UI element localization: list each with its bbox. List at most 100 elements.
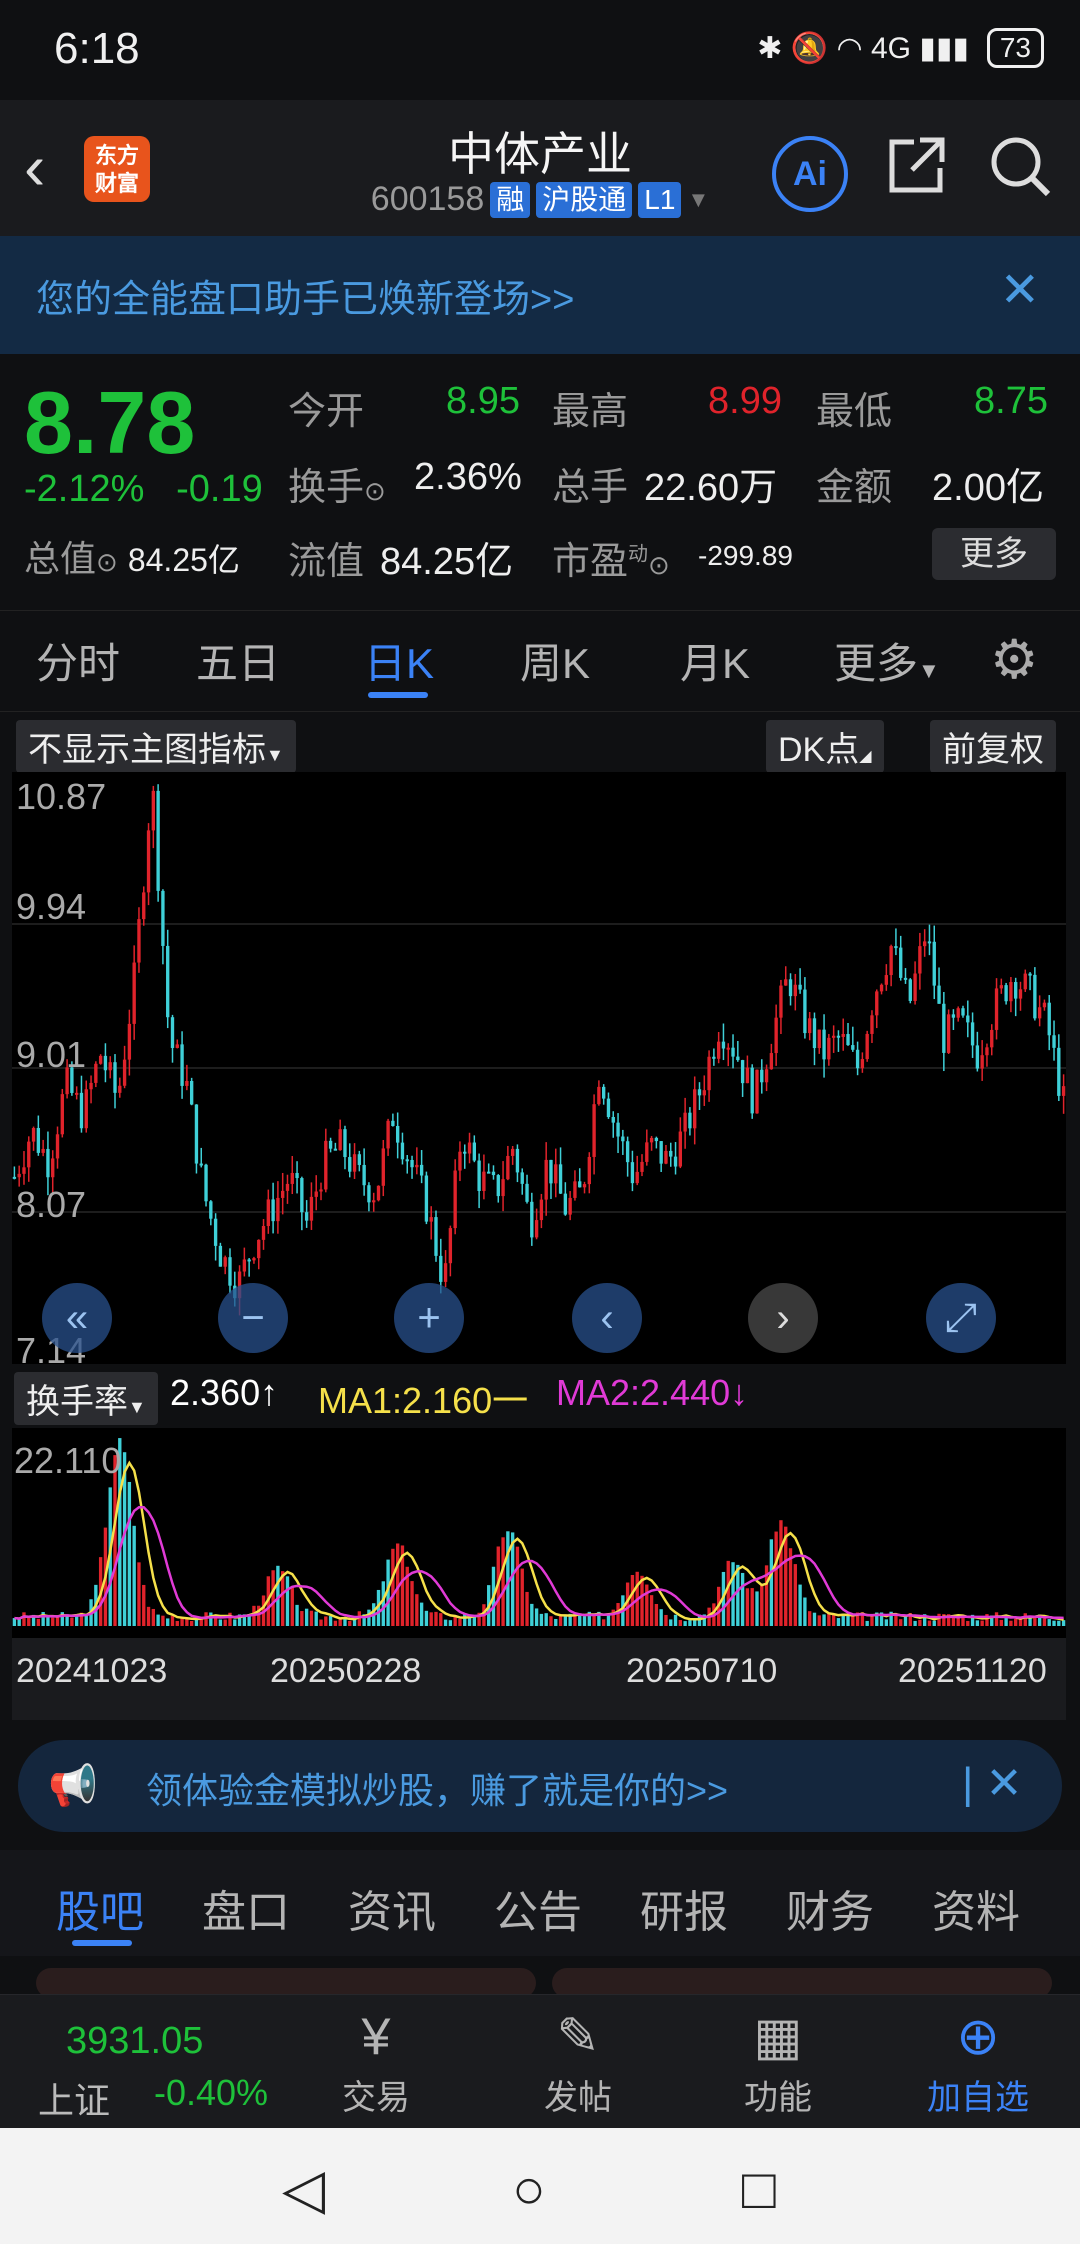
candle-down xyxy=(199,1163,203,1166)
turnover-bar xyxy=(1042,1618,1047,1626)
candle-up xyxy=(108,1062,112,1071)
tab-finance[interactable]: 财务 xyxy=(786,1888,874,1937)
scroll-right-icon[interactable]: › xyxy=(748,1283,818,1353)
index-name[interactable]: 上证 xyxy=(38,2080,111,2121)
candle-down xyxy=(803,989,807,1034)
info-icon[interactable]: ⊙ xyxy=(648,550,670,580)
date-label-4: 20251120 xyxy=(898,1652,1047,1690)
candle-up xyxy=(678,1131,683,1167)
candle-down xyxy=(740,1060,745,1084)
adjust-select[interactable]: 前复权 xyxy=(930,720,1056,773)
turnover-bar xyxy=(60,1612,64,1626)
turnover-bar xyxy=(649,1595,654,1626)
candle-up xyxy=(568,1197,572,1215)
main-indicator-select[interactable]: 不显示主图指标▼ xyxy=(16,720,296,773)
tab-daily-k[interactable]: 日K xyxy=(364,640,435,687)
candle-down xyxy=(558,1164,563,1194)
candle-down xyxy=(367,1185,371,1203)
recents-icon[interactable]: □ xyxy=(742,2157,776,2220)
back-arrow-icon[interactable]: ‹ xyxy=(24,131,46,203)
promo-text[interactable]: 领体验金模拟炒股，赚了就是你的>> xyxy=(146,1770,729,1811)
nav-functions[interactable]: ▦ 功能 xyxy=(718,2004,838,2119)
candle-up xyxy=(467,1142,472,1154)
tab-announcements[interactable]: 公告 xyxy=(494,1888,582,1937)
info-icon[interactable]: ⊙ xyxy=(96,547,118,577)
candle-up xyxy=(544,1159,548,1200)
tab-news[interactable]: 资讯 xyxy=(348,1888,436,1937)
stock-code-row[interactable]: 600158 融 沪股通 L1 ▼ xyxy=(0,180,1080,219)
turnover-bar xyxy=(530,1603,534,1626)
kline-chart[interactable] xyxy=(12,772,1066,1364)
candle-up xyxy=(443,1263,448,1282)
banner-text[interactable]: 您的全能盘口助手已焕新登场>> xyxy=(36,279,575,321)
index-value[interactable]: 3931.05 xyxy=(66,2020,204,2062)
scroll-left-icon[interactable]: ‹ xyxy=(572,1283,642,1353)
fullscreen-icon[interactable]: ⤢ xyxy=(926,1283,996,1353)
turnover-bar xyxy=(602,1619,606,1626)
back-icon[interactable]: ◁ xyxy=(282,2157,326,2220)
tab-more[interactable]: 更多▼ xyxy=(834,630,940,691)
turnover-chart[interactable] xyxy=(12,1428,1066,1638)
turnover-bar xyxy=(889,1611,893,1626)
tab-profile[interactable]: 资料 xyxy=(932,1888,1020,1937)
close-icon[interactable]: ✕ xyxy=(999,264,1040,317)
turnover-bar xyxy=(463,1613,467,1626)
candle-up xyxy=(17,1173,21,1178)
tab-monthly-k[interactable]: 月K xyxy=(680,640,751,687)
turnover-bar xyxy=(597,1611,601,1626)
more-fields-button[interactable]: 更多 xyxy=(932,528,1056,580)
home-icon[interactable]: ○ xyxy=(512,2157,546,2220)
candle-down xyxy=(760,1069,764,1083)
candle-up xyxy=(1037,1007,1042,1019)
candle-up xyxy=(592,1104,596,1157)
tab-five-day[interactable]: 五日 xyxy=(196,640,281,687)
dk-point-select[interactable]: DK点◢ xyxy=(766,720,884,773)
turnover-bar xyxy=(745,1588,750,1626)
nav-trade[interactable]: ¥ 交易 xyxy=(316,2004,436,2119)
pe-label: 市盈动⊙ xyxy=(552,530,670,585)
candle-up xyxy=(635,1171,639,1184)
ai-assistant-button[interactable]: Ai xyxy=(772,136,848,212)
turnover-bar xyxy=(194,1616,199,1626)
ma2-line xyxy=(14,1506,1064,1620)
turnover-bar xyxy=(1028,1616,1032,1626)
zoom-out-icon[interactable]: − xyxy=(218,1283,288,1353)
close-icon[interactable]: | ✕ xyxy=(962,1759,1023,1808)
logo-text: 东方 财富 xyxy=(94,143,139,196)
candle-down xyxy=(1004,985,1008,1002)
turnover-bar xyxy=(376,1589,381,1626)
sub-indicator-select[interactable]: 换手率▼ xyxy=(14,1372,158,1425)
sub-indicator-label: 换手率 xyxy=(26,1383,128,1421)
assistant-banner[interactable]: 您的全能盘口助手已焕新登场>> ✕ xyxy=(0,236,1080,354)
tab-forum[interactable]: 股吧 xyxy=(56,1888,144,1937)
share-icon[interactable] xyxy=(884,134,948,203)
scroll-left-fast-icon[interactable]: « xyxy=(42,1283,112,1353)
index-pct[interactable]: -0.40% xyxy=(154,2072,269,2113)
tab-orderbook[interactable]: 盘口 xyxy=(202,1888,290,1937)
turnover-bar xyxy=(65,1614,69,1626)
candle-up xyxy=(22,1167,26,1174)
search-icon[interactable] xyxy=(988,134,1054,205)
zoom-in-icon[interactable]: + xyxy=(394,1283,464,1353)
turnover-bar xyxy=(942,1614,946,1626)
app-logo: 东方 财富 xyxy=(84,136,150,202)
info-icon[interactable]: ⊙ xyxy=(364,476,386,506)
tab-intraday[interactable]: 分时 xyxy=(36,640,121,687)
tab-weekly-k[interactable]: 周K xyxy=(520,640,591,687)
candle-up xyxy=(587,1156,591,1185)
turnover-bar xyxy=(1018,1617,1023,1626)
turnover-bar xyxy=(352,1616,357,1626)
candle-up xyxy=(702,1090,706,1096)
nav-add-watchlist[interactable]: ⊕ 加自选 xyxy=(918,2004,1038,2119)
system-nav-bar xyxy=(0,2128,1080,2244)
tab-research[interactable]: 研报 xyxy=(640,1888,728,1937)
turnover-bar xyxy=(860,1612,865,1626)
candle-down xyxy=(750,1067,754,1114)
candle-down xyxy=(391,1120,395,1126)
candle-up xyxy=(745,1067,750,1084)
gear-icon[interactable]: ⚙ xyxy=(990,630,1039,690)
nav-post[interactable]: ✎ 发帖 xyxy=(518,2004,638,2119)
promo-banner[interactable]: 📢 领体验金模拟炒股，赚了就是你的>> | ✕ xyxy=(18,1740,1062,1832)
kline-svg xyxy=(12,784,1066,1316)
turnover-svg xyxy=(12,1438,1066,1626)
